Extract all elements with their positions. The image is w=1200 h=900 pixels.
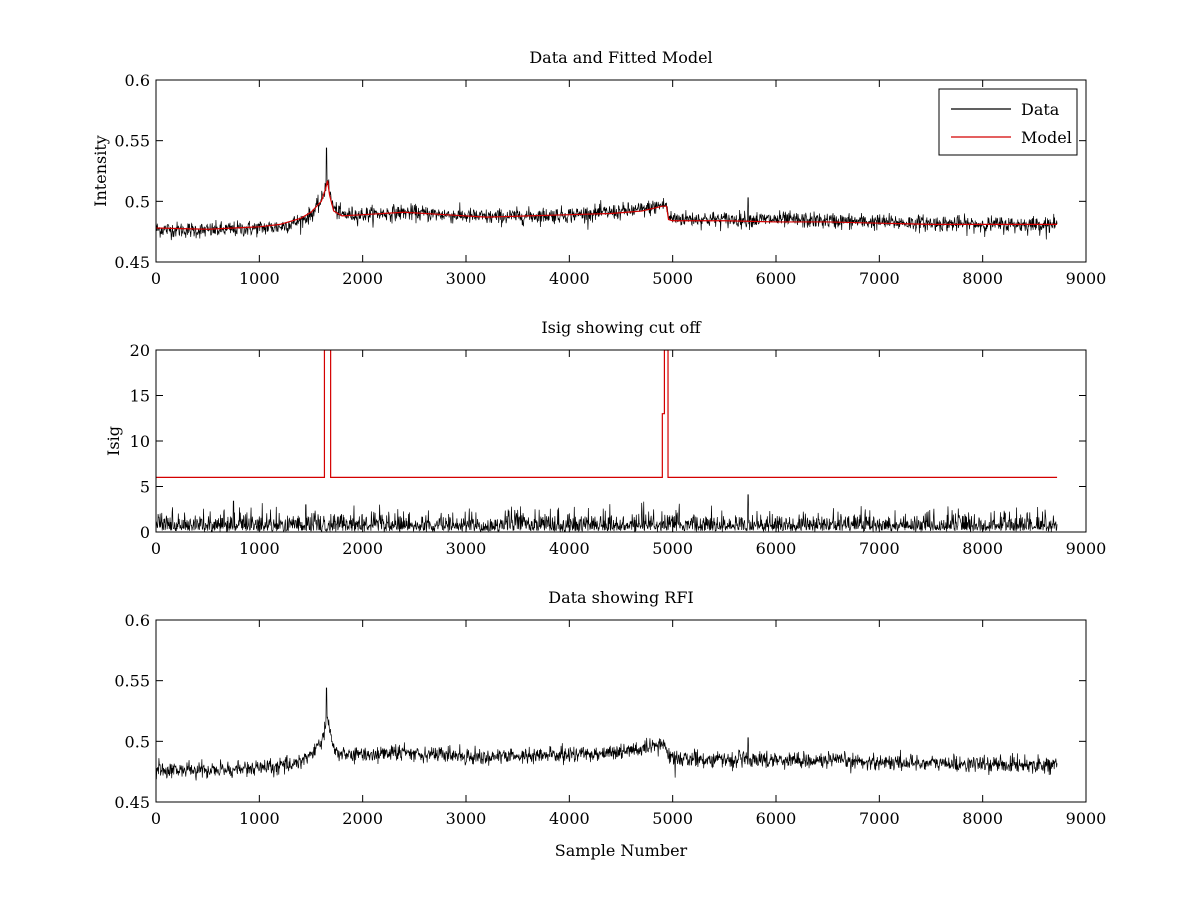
x-tick-label: 7000: [859, 269, 900, 288]
legend-label-model: Model: [1021, 128, 1072, 147]
chart-3: 0 1000 2000 3000 4000 5000 6000 7000 8000 9000 0.4…: [114, 588, 1106, 860]
y-axis-label: Intensity: [91, 135, 110, 207]
series-data: [156, 147, 1058, 241]
x-tick-label: 1000: [239, 269, 280, 288]
x-tick-label: 5000: [652, 809, 693, 828]
legend-box: [938, 88, 1078, 156]
x-tick-label: 1000: [239, 809, 280, 828]
x-tick-label: 0: [151, 809, 161, 828]
x-tick-label: 0: [151, 269, 161, 288]
x-tick-label: 2000: [342, 809, 383, 828]
x-tick-label: 4000: [549, 809, 590, 828]
x-tick-label: 8000: [962, 809, 1003, 828]
x-tick-label: 3000: [446, 269, 487, 288]
x-tick-label: 5000: [652, 539, 693, 558]
x-tick-label: 0: [151, 539, 161, 558]
chart-2: 0 1000 2000 3000 4000 5000 6000 7000 8000 9000 0 5 1…: [104, 318, 1106, 558]
x-tick-label: 4000: [549, 539, 590, 558]
legend: Data Model: [938, 88, 1078, 156]
x-tick-label: 5000: [652, 269, 693, 288]
y-tick-label: 15: [130, 387, 150, 406]
y-axis-label: Isig: [104, 426, 123, 456]
y-tick-label: 0.55: [114, 132, 150, 151]
x-tick-label: 3000: [446, 539, 487, 558]
x-tick-label: 3000: [446, 809, 487, 828]
chart-title: Data showing RFI: [548, 588, 693, 607]
x-tick-label: 4000: [549, 269, 590, 288]
x-tick-label: 6000: [756, 809, 797, 828]
legend-label-data: Data: [1021, 100, 1060, 119]
axes-box: [155, 619, 1087, 803]
y-tick-label: 0.5: [125, 192, 150, 211]
y-tick-label: 0.45: [114, 253, 150, 272]
y-tick-label: 0.5: [125, 732, 150, 751]
x-tick-label: 8000: [962, 539, 1003, 558]
chart-title: Data and Fitted Model: [529, 48, 712, 67]
x-tick-label: 6000: [756, 539, 797, 558]
plot-area: [156, 350, 1058, 532]
x-tick-label: 8000: [962, 269, 1003, 288]
x-tick-label: 9000: [1066, 809, 1107, 828]
axes-box: [155, 79, 1087, 263]
series-model: [156, 180, 1058, 230]
x-axis-label: Sample Number: [555, 841, 688, 860]
chart-title: Isig showing cut off: [541, 318, 702, 337]
x-tick-label: 7000: [859, 539, 900, 558]
y-tick-label: 20: [130, 341, 150, 360]
y-tick-label: 0.6: [125, 71, 150, 90]
x-tick-label: 7000: [859, 809, 900, 828]
series-line-1: [156, 494, 1058, 532]
plot-area: [156, 687, 1058, 781]
y-tick-label: 10: [130, 432, 150, 451]
chart-1: 0 1000 2000 3000 4000 5000 6000 7000 8000 9000 0.4…: [91, 48, 1106, 288]
x-tick-label: 1000: [239, 539, 280, 558]
plot-area: [156, 147, 1058, 241]
series-line-1: [156, 687, 1058, 781]
axes-box: [155, 349, 1087, 533]
y-tick-label: 5: [140, 478, 150, 497]
x-tick-label: 2000: [342, 269, 383, 288]
y-tick-label: 0.55: [114, 672, 150, 691]
series-line-2: [156, 350, 1058, 478]
x-tick-label: 9000: [1066, 539, 1107, 558]
y-tick-label: 0.45: [114, 793, 150, 812]
y-tick-label: 0: [140, 523, 150, 542]
x-tick-label: 2000: [342, 539, 383, 558]
y-tick-label: 0.6: [125, 611, 150, 630]
x-tick-label: 6000: [756, 269, 797, 288]
x-tick-label: 9000: [1066, 269, 1107, 288]
